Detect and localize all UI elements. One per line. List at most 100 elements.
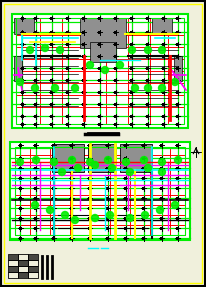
Bar [34, 187, 37, 189]
Bar [177, 156, 179, 160]
Bar [124, 207, 128, 210]
Bar [143, 207, 145, 210]
Bar [21, 123, 23, 125]
Circle shape [16, 158, 23, 166]
Bar [177, 115, 179, 117]
Bar [34, 67, 37, 69]
Bar [19, 207, 21, 210]
Bar [18, 272, 28, 278]
Bar [160, 236, 164, 239]
Circle shape [102, 67, 109, 73]
Bar [89, 144, 91, 146]
Bar [70, 177, 74, 179]
Bar [82, 115, 85, 117]
Bar [8, 266, 18, 272]
Bar [34, 123, 37, 125]
Bar [34, 207, 37, 210]
Bar [163, 55, 165, 57]
Bar [12, 14, 188, 128]
Bar [89, 207, 91, 210]
Bar [19, 177, 21, 179]
Bar [143, 187, 145, 189]
Bar [177, 226, 179, 230]
Circle shape [172, 79, 179, 86]
Bar [21, 55, 23, 57]
Bar [160, 156, 164, 160]
Bar [107, 166, 110, 170]
Circle shape [117, 61, 124, 69]
Bar [8, 255, 18, 259]
Bar [124, 236, 128, 239]
Bar [70, 166, 74, 170]
Bar [12, 14, 188, 128]
Bar [67, 102, 69, 106]
Bar [177, 144, 179, 146]
Bar [50, 16, 54, 20]
Bar [163, 115, 165, 117]
Bar [163, 30, 165, 34]
Bar [130, 42, 133, 46]
Bar [34, 197, 37, 199]
Circle shape [104, 156, 111, 164]
Bar [67, 55, 69, 57]
Bar [89, 216, 91, 220]
Circle shape [140, 156, 147, 164]
Bar [34, 115, 37, 117]
Bar [18, 266, 28, 272]
Circle shape [41, 44, 48, 51]
Bar [124, 166, 128, 170]
Bar [50, 79, 54, 82]
Bar [21, 30, 23, 34]
Bar [124, 226, 128, 230]
Bar [146, 90, 150, 94]
Bar [120, 144, 152, 172]
Bar [82, 123, 85, 125]
Bar [115, 79, 117, 82]
Bar [160, 197, 164, 199]
Bar [80, 18, 126, 48]
Bar [34, 166, 37, 170]
Bar [160, 177, 164, 179]
Circle shape [71, 84, 78, 92]
Bar [14, 56, 22, 81]
Bar [70, 216, 74, 220]
Bar [82, 42, 85, 46]
Circle shape [75, 164, 82, 172]
Bar [160, 207, 164, 210]
Bar [70, 156, 74, 160]
Bar [107, 187, 110, 189]
Bar [163, 102, 165, 106]
Bar [21, 115, 23, 117]
Circle shape [109, 164, 116, 172]
Bar [177, 207, 179, 210]
Bar [19, 144, 21, 146]
Bar [19, 197, 21, 199]
Bar [98, 55, 102, 57]
Bar [10, 142, 190, 240]
Bar [160, 144, 164, 146]
Bar [143, 236, 145, 239]
Bar [82, 16, 85, 20]
Bar [70, 226, 74, 230]
Bar [67, 30, 69, 34]
Bar [152, 18, 172, 34]
Bar [177, 187, 179, 189]
Circle shape [87, 158, 94, 166]
Bar [19, 226, 21, 230]
Bar [19, 156, 21, 160]
Bar [89, 166, 91, 170]
Bar [34, 144, 37, 146]
Bar [177, 166, 179, 170]
Bar [174, 56, 182, 81]
Bar [89, 226, 91, 230]
Bar [89, 156, 91, 160]
Bar [50, 30, 54, 34]
Bar [163, 79, 165, 82]
Bar [15, 147, 185, 235]
Bar [21, 102, 23, 106]
Bar [52, 144, 84, 172]
Bar [143, 144, 145, 146]
Bar [82, 102, 85, 106]
Bar [67, 115, 69, 117]
Bar [130, 79, 133, 82]
